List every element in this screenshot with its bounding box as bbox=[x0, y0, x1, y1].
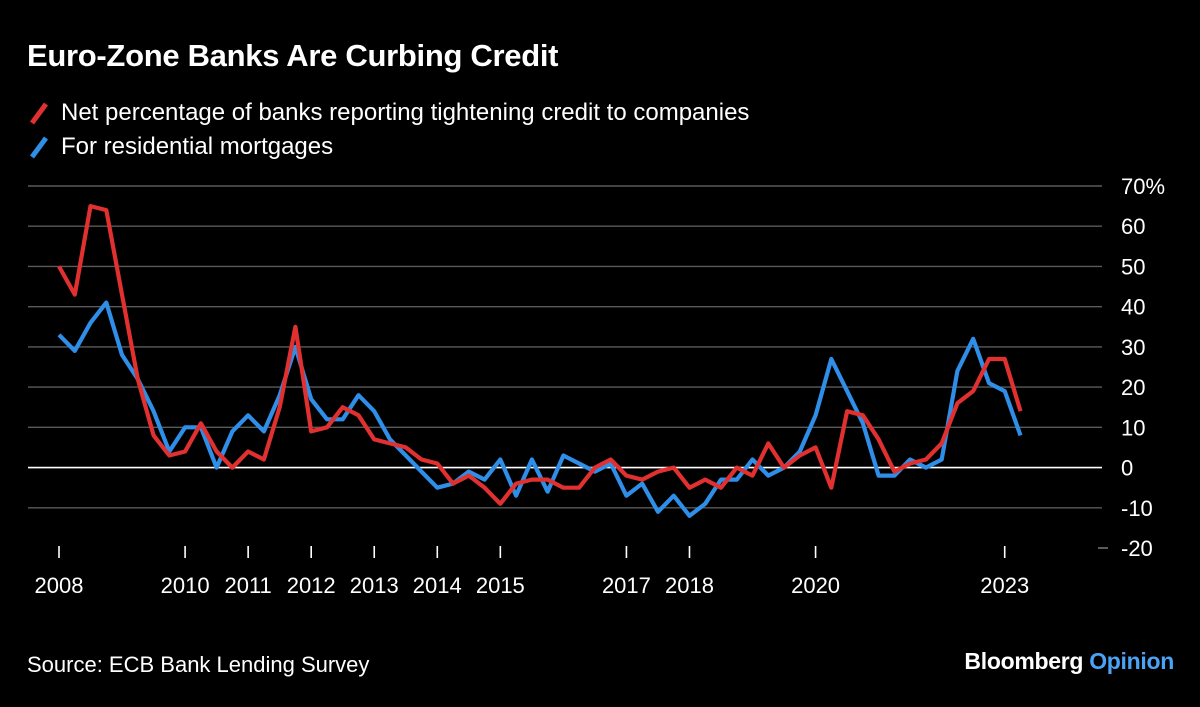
y-tick-label: 0 bbox=[1121, 456, 1133, 481]
brand-primary: Bloomberg bbox=[964, 648, 1084, 674]
x-tick-label: 2023 bbox=[980, 573, 1029, 598]
legend: Net percentage of banks reporting tighte… bbox=[27, 96, 749, 164]
y-tick-label: 50 bbox=[1121, 254, 1145, 279]
legend-label-mortgages: For residential mortgages bbox=[61, 133, 334, 160]
grid-lines bbox=[28, 185, 1108, 549]
x-tick-label: 2013 bbox=[350, 573, 399, 598]
x-axis-ticks: 2008 2010 2011 2012 2013 2014 2015 2017 2018 2020… bbox=[35, 546, 1029, 598]
x-tick-label: 2012 bbox=[287, 573, 336, 598]
y-tick-label: 70% bbox=[1121, 174, 1165, 199]
y-tick-label: -20 bbox=[1121, 536, 1153, 561]
series-line-mortgages bbox=[57, 300, 1023, 518]
y-tick-label: 40 bbox=[1121, 295, 1145, 320]
brand-secondary: Opinion bbox=[1089, 648, 1174, 674]
x-tick-label: 2020 bbox=[791, 573, 840, 598]
legend-swatch-mortgages-icon bbox=[27, 132, 53, 162]
x-tick-label: 2010 bbox=[161, 573, 210, 598]
x-tick-label: 2015 bbox=[476, 573, 525, 598]
legend-item-companies: Net percentage of banks reporting tighte… bbox=[27, 96, 749, 130]
x-tick-label: 2017 bbox=[602, 573, 651, 598]
y-tick-label: 30 bbox=[1121, 335, 1145, 360]
series-lines bbox=[57, 204, 1023, 518]
source-note: Source: ECB Bank Lending Survey bbox=[27, 652, 370, 677]
x-tick-label: 2018 bbox=[665, 573, 714, 598]
y-tick-label: 10 bbox=[1121, 415, 1145, 440]
y-tick-label: -10 bbox=[1121, 496, 1153, 521]
y-tick-label: 20 bbox=[1121, 375, 1145, 400]
x-tick-label: 2011 bbox=[224, 573, 271, 598]
legend-label-companies: Net percentage of banks reporting tighte… bbox=[61, 99, 750, 126]
y-axis-ticks: 70% 60 50 40 30 20 10 0 -10 -20 bbox=[1121, 174, 1165, 561]
x-tick-label: 2014 bbox=[413, 573, 462, 598]
legend-swatch-companies-icon bbox=[27, 98, 53, 128]
chart-title: Euro-Zone Banks Are Curbing Credit bbox=[27, 38, 559, 73]
y-tick-label: 60 bbox=[1121, 214, 1145, 239]
series-line-companies bbox=[57, 204, 1023, 506]
x-tick-label: 2008 bbox=[35, 573, 84, 598]
brand-logo: Bloomberg Opinion bbox=[964, 648, 1174, 675]
legend-item-mortgages: For residential mortgages bbox=[27, 130, 749, 164]
